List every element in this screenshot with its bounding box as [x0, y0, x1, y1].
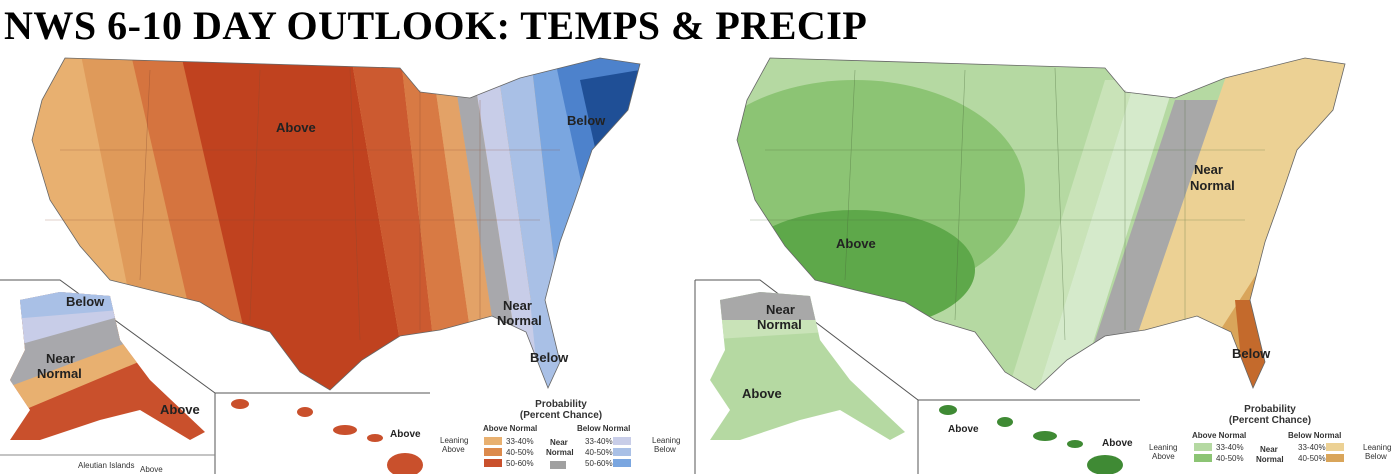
legend-subtitle: (Percent Chance) — [520, 410, 602, 421]
temps-hawaii-inset: Above — [215, 392, 430, 474]
legend-near-swatch — [550, 461, 566, 469]
precip-above-label: Above — [836, 236, 876, 251]
precip-alaska-inset: Near Normal Above — [694, 279, 919, 474]
legend-above-swatch — [484, 459, 502, 467]
temperature-outlook-map: Above Below Near Normal Below Below Near… — [0, 57, 680, 474]
temps-normal-label: Normal — [497, 313, 542, 328]
legend-below-range: 40-50% — [585, 448, 613, 457]
precipitation-outlook-map: Above Near Normal Below Near Normal Abov… — [694, 57, 1391, 474]
ak-near-label: Near — [46, 351, 75, 366]
temps-below-ne-label: Below — [567, 113, 606, 128]
temps-above-label: Above — [276, 120, 316, 135]
legend-title: Probability — [535, 399, 587, 410]
aleutian-above-label: Above — [140, 465, 163, 474]
legend-lean-above: Above — [1152, 452, 1175, 461]
legend-subtitle: (Percent Chance) — [1229, 415, 1311, 426]
legend-above-range: 50-60% — [506, 459, 534, 468]
ak-precip-above-label: Above — [742, 386, 782, 401]
legend-below-swatch — [613, 459, 631, 467]
legend-below-swatch — [1326, 443, 1344, 451]
precip-hawaii-inset: Above Above — [918, 399, 1140, 474]
ak-normal-label: Normal — [37, 366, 82, 381]
legend-lean-above: Leaning — [440, 436, 468, 445]
ak-above-label: Above — [160, 402, 200, 417]
legend-above-range: 40-50% — [1216, 454, 1244, 463]
legend-below-range: 50-60% — [585, 459, 613, 468]
legend-near: Near — [550, 438, 568, 447]
hi-precip-above-label-2: Above — [1102, 438, 1133, 449]
legend-above-swatch — [1194, 443, 1212, 451]
ak-precip-normal-label: Normal — [757, 317, 802, 332]
legend-near: Near — [1260, 445, 1278, 454]
aleutian-label: Aleutian Islands — [78, 461, 134, 470]
legend-lean-below: Leaning — [652, 436, 680, 445]
legend-above-head: Above Normal — [483, 424, 537, 433]
legend-below-head: Below Normal — [1288, 431, 1341, 440]
legend-above-swatch — [484, 448, 502, 456]
temps-alaska-inset: Below Near Normal Above Aleutian Islands… — [0, 279, 216, 474]
ak-precip-near-label: Near — [766, 302, 795, 317]
legend-normal: Normal — [546, 448, 574, 457]
hi-above-label: Above — [390, 429, 421, 440]
precip-normal-label: Normal — [1190, 178, 1235, 193]
legend-below-range: 33-40% — [585, 437, 613, 446]
legend-normal: Normal — [1256, 455, 1284, 464]
legend-title: Probability — [1244, 404, 1296, 415]
legend-above-range: 33-40% — [506, 437, 534, 446]
legend-above-range: 40-50% — [506, 448, 534, 457]
ak-below-label: Below — [66, 294, 105, 309]
legend-above-range: 33-40% — [1216, 443, 1244, 452]
temps-near-label: Near — [503, 298, 532, 313]
legend-lean-below: Below — [654, 445, 676, 454]
legend-below-head: Below Normal — [577, 424, 630, 433]
legend-lean-below: Below — [1365, 452, 1387, 461]
legend-above-swatch — [1194, 454, 1212, 462]
legend-below-swatch — [613, 448, 631, 456]
precip-below-label: Below — [1232, 346, 1271, 361]
legend-below-swatch — [1326, 454, 1344, 462]
legend-above-swatch — [484, 437, 502, 445]
legend-below-range: 40-50% — [1298, 454, 1326, 463]
legend-lean-above: Leaning — [1149, 443, 1177, 452]
temps-legend: Probability (Percent Chance) Above Norma… — [440, 399, 680, 469]
legend-above-head: Above Normal — [1192, 431, 1246, 440]
legend-lean-above: Above — [442, 445, 465, 454]
temps-below-se-label: Below — [530, 350, 569, 365]
legend-below-swatch — [613, 437, 631, 445]
legend-below-range: 33-40% — [1298, 443, 1326, 452]
legend-lean-below: Leaning — [1363, 443, 1391, 452]
hi-precip-above-label-1: Above — [948, 424, 979, 435]
page-title: NWS 6-10 DAY OUTLOOK: TEMPS & PRECIP — [4, 3, 868, 48]
precip-legend: Probability (Percent Chance) Above Norma… — [1149, 404, 1391, 464]
precip-near-label: Near — [1194, 162, 1223, 177]
